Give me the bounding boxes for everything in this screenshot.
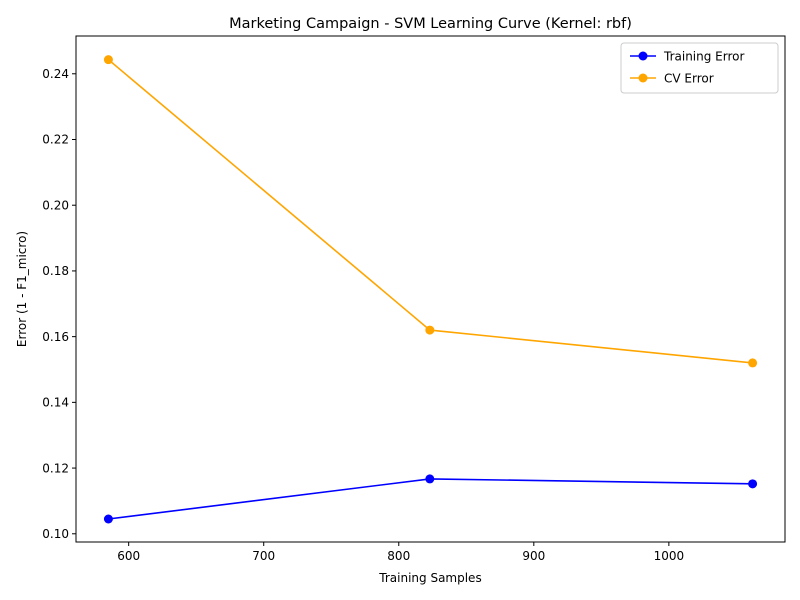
y-tick-label: 0.16 [42, 330, 69, 344]
x-axis-ticks: 600 700 800 900 1000 [117, 542, 684, 563]
axes-frame [75, 35, 786, 543]
chart-title: Marketing Campaign - SVM Learning Curve … [229, 16, 632, 32]
y-tick-label: 0.24 [42, 67, 69, 81]
y-tick-label: 0.20 [42, 198, 69, 212]
data-point-training-error [103, 514, 113, 524]
data-point-training-error [425, 474, 435, 484]
legend-box [620, 42, 779, 94]
data-point-cv-error [425, 325, 435, 335]
x-tick-label: 800 [387, 549, 410, 563]
legend-swatch-marker-cv [638, 73, 648, 83]
legend-swatch-marker-training [638, 51, 648, 61]
x-tick-label: 700 [252, 549, 275, 563]
legend: Training Error CV Error [620, 42, 779, 94]
data-point-cv-error [748, 358, 758, 368]
legend-label-training: Training Error [663, 50, 744, 64]
y-tick-label: 0.18 [42, 264, 69, 278]
y-tick-label: 0.14 [42, 396, 69, 410]
data-point-cv-error [103, 55, 113, 65]
legend-label-cv: CV Error [664, 72, 714, 86]
y-axis-ticks: 0.10 0.12 0.14 0.16 0.18 0.20 0.22 0.24 [42, 67, 76, 541]
y-axis-label: Error (1 - F1_micro) [15, 231, 29, 347]
y-tick-label: 0.12 [42, 461, 69, 475]
x-tick-label: 1000 [654, 549, 685, 563]
y-tick-label: 0.10 [42, 527, 69, 541]
x-tick-label: 900 [522, 549, 545, 563]
y-tick-label: 0.22 [42, 133, 69, 147]
x-axis-label: Training Samples [378, 571, 481, 585]
x-tick-label: 600 [117, 549, 140, 563]
data-point-training-error [748, 479, 758, 489]
plot-area [103, 55, 758, 524]
